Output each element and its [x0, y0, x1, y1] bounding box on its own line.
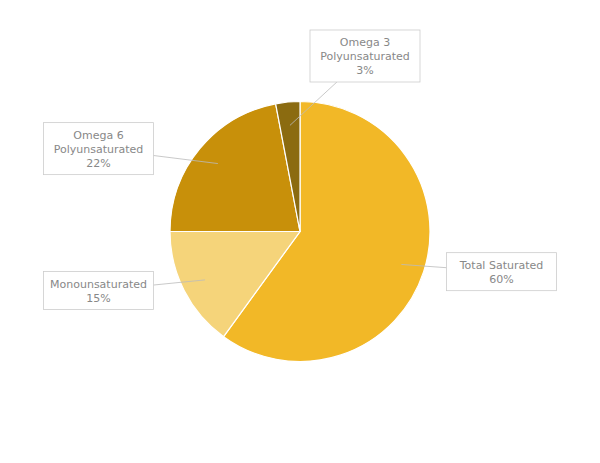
- svg-text:Omega 6Polyunsaturated22%: Omega 6Polyunsaturated22%: [54, 128, 144, 169]
- svg-text:Total Saturated60%: Total Saturated60%: [459, 258, 544, 285]
- svg-text:Omega 3Polyunsaturated3%: Omega 3Polyunsaturated3%: [320, 36, 410, 77]
- svg-text:Monounsaturated15%: Monounsaturated15%: [50, 277, 147, 304]
